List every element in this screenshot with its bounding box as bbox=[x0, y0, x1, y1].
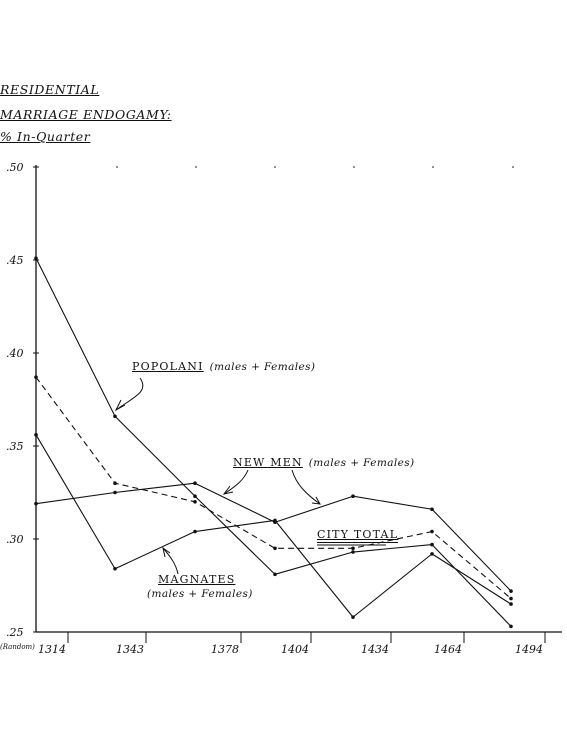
data-point-popolani bbox=[430, 542, 434, 547]
top-dot-mark bbox=[512, 166, 514, 168]
annotation-magnates-note: (males + Females) bbox=[147, 588, 253, 600]
top-dot-mark bbox=[116, 166, 118, 168]
x-tick-label: 1378 bbox=[211, 643, 239, 656]
data-point-city-total bbox=[34, 375, 38, 379]
annotation-new-men-right-arrow bbox=[291, 469, 321, 505]
data-point-city-total bbox=[430, 529, 434, 534]
x-tick-label: 1343 bbox=[116, 643, 144, 656]
annotation-arrows bbox=[114, 377, 386, 575]
data-point-popolani bbox=[273, 572, 277, 577]
y-tick-label: .25 bbox=[6, 626, 24, 639]
annotation-popolani: POPOLANI (males + Females) bbox=[132, 360, 315, 373]
chart-axes: .25 .30 .35 .40 .45 .50 (Random) 1314 1343 1378 14… bbox=[0, 161, 562, 656]
x-tick-label: 1464 bbox=[434, 643, 462, 656]
data-point-new-men bbox=[509, 589, 513, 593]
data-point-popolani bbox=[509, 624, 513, 629]
annotation-magnates-name: MAGNATES bbox=[158, 573, 236, 586]
annotation-magnates-arrow-head bbox=[162, 546, 171, 558]
data-point-city-total bbox=[273, 546, 277, 551]
data-point-popolani bbox=[351, 550, 355, 554]
annotation-magnates: MAGNATES bbox=[158, 573, 235, 586]
chart-title-line-2: MARRIAGE ENDOGAMY: bbox=[0, 107, 172, 122]
data-point-popolani bbox=[34, 256, 38, 260]
data-point-new-men bbox=[34, 501, 38, 506]
y-tick-label: .45 bbox=[6, 254, 24, 267]
annotation-magnates-note-wrap: (males + Females) bbox=[147, 587, 253, 600]
data-point-magnates bbox=[34, 433, 38, 437]
x-tick-label: 1434 bbox=[361, 643, 389, 656]
y-tick-label: .40 bbox=[6, 347, 24, 360]
annotation-city-total: CITY TOTAL bbox=[317, 528, 399, 543]
x-tick-label: 1404 bbox=[281, 643, 309, 656]
x-tick-label: 1494 bbox=[515, 643, 543, 656]
top-dot-mark bbox=[353, 166, 355, 168]
annotation-popolani-arrow-head bbox=[114, 399, 126, 412]
annotation-city-total-name: CITY TOTAL bbox=[317, 528, 399, 543]
chart-series bbox=[34, 256, 513, 629]
x-tick-label-prefix: (Random) bbox=[0, 643, 35, 651]
annotation-new-men-right-arrow-head bbox=[311, 496, 321, 505]
data-point-magnates bbox=[351, 615, 355, 619]
annotation-popolani-name: POPOLANI bbox=[132, 360, 204, 373]
data-point-city-total bbox=[193, 500, 197, 504]
data-point-popolani bbox=[193, 494, 197, 499]
top-dot-mark bbox=[195, 166, 197, 168]
chart-title-line-1: RESIDENTIAL bbox=[0, 82, 100, 97]
data-point-city-total bbox=[509, 596, 513, 601]
annotation-popolani-arrow bbox=[115, 377, 144, 411]
chart-title-line-3: % In-Quarter bbox=[0, 129, 91, 144]
annotation-new-men: NEW MEN (males + Females) bbox=[233, 456, 415, 469]
series-line-city-total bbox=[35, 376, 512, 599]
annotation-new-men-left-arrow-head bbox=[222, 485, 234, 495]
data-point-popolani bbox=[113, 414, 117, 419]
data-point-city-total bbox=[113, 481, 117, 486]
data-point-magnates bbox=[430, 552, 434, 556]
y-tick-label: .30 bbox=[6, 533, 24, 546]
data-point-magnates bbox=[193, 529, 197, 534]
annotation-new-men-left-arrow bbox=[223, 469, 249, 495]
y-tick-label: .35 bbox=[6, 440, 24, 453]
annotation-new-men-note: (males + Females) bbox=[308, 457, 415, 469]
annotation-popolani-note: (males + Females) bbox=[209, 361, 316, 373]
data-point-magnates bbox=[273, 518, 277, 523]
annotation-new-men-name: NEW MEN bbox=[233, 456, 303, 469]
data-point-new-men bbox=[193, 481, 197, 486]
data-point-new-men bbox=[113, 490, 117, 495]
y-tick-label: .50 bbox=[6, 161, 24, 174]
series-line-popolani bbox=[35, 257, 512, 627]
top-dot-mark bbox=[274, 166, 276, 168]
data-point-new-men bbox=[351, 494, 355, 499]
annotation-magnates-arrow bbox=[162, 547, 179, 575]
data-point-city-total bbox=[351, 546, 355, 551]
data-point-magnates bbox=[113, 566, 117, 571]
data-point-new-men bbox=[430, 507, 434, 512]
top-dot-mark bbox=[432, 166, 434, 168]
x-tick-label: 1314 bbox=[38, 643, 66, 656]
data-point-magnates bbox=[509, 602, 513, 606]
